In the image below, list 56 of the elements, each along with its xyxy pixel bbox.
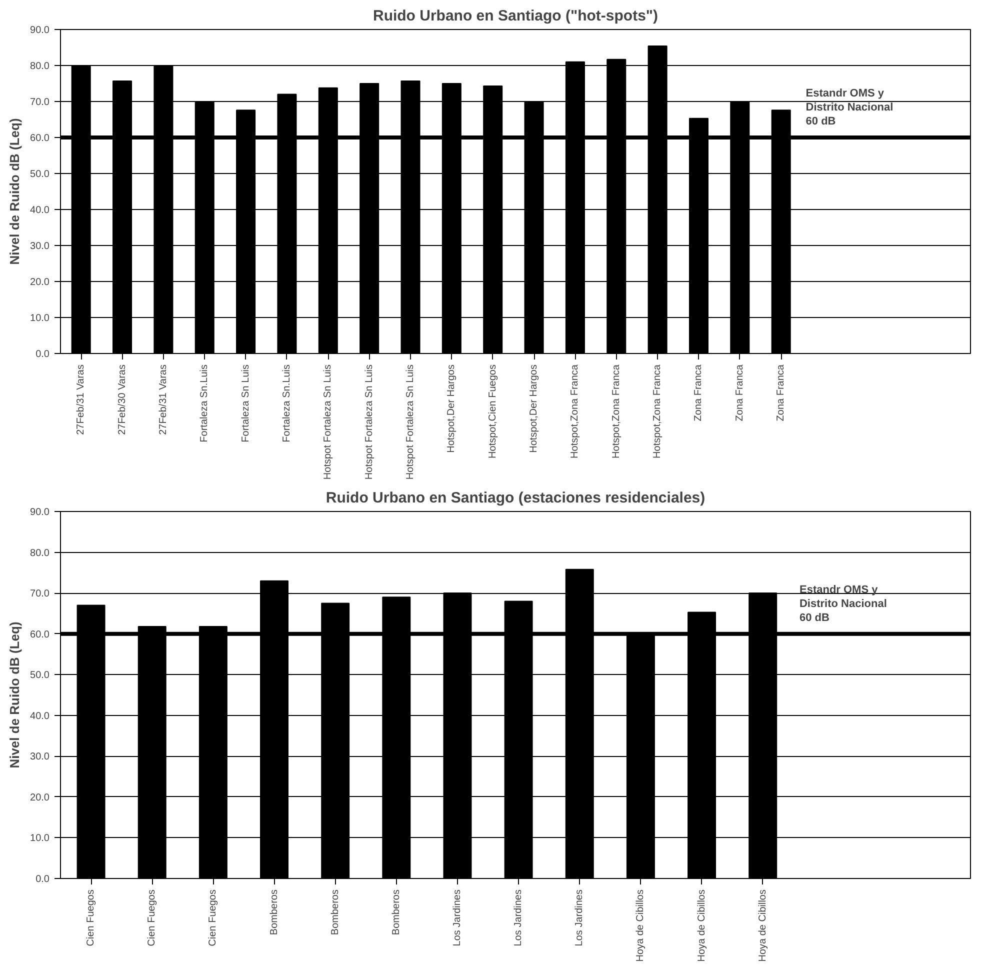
x-tick-label: Hoya de Cibillos xyxy=(635,889,646,962)
y-axis-title: Nivel de Ruido dB (Leq) xyxy=(7,622,22,768)
x-tick-label: 27Feb/31 Varas xyxy=(158,364,169,435)
y-tick-label: 30.0 xyxy=(30,752,50,763)
x-tick-label: Zona Franca xyxy=(693,364,704,422)
y-tick-label: 40.0 xyxy=(30,205,50,216)
x-tick-label: Hotspot,Zona Franca xyxy=(652,364,664,458)
y-tick-label: 10.0 xyxy=(30,313,50,324)
x-tick-label: Cien Fuegos xyxy=(208,889,219,946)
ref-line-label: Estandr OMS y Distrito Nacional 60 dB xyxy=(806,88,894,128)
y-tick-label: 0.0 xyxy=(36,874,50,885)
y-tick-label: 70.0 xyxy=(30,588,50,600)
y-axis-title: Nivel de Ruido dB (Leq) xyxy=(7,118,22,265)
y-tick-label: 60.0 xyxy=(30,133,50,144)
x-tick-label: Cien Fuegos xyxy=(146,889,158,946)
x-tick-label: Hoya de Cibillos xyxy=(757,889,768,962)
x-tick-label: Hoya de Cibillos xyxy=(696,889,708,962)
x-tick-label: Fortaleza Sn.Luis xyxy=(281,364,292,442)
y-tick-label: 20.0 xyxy=(30,792,50,804)
x-tick-label: Los Jardines xyxy=(513,889,524,946)
x-tick-label: Hotspot,Der Hargos xyxy=(528,364,540,453)
y-tick-label: 0.0 xyxy=(36,349,50,360)
x-tick-label: Hotspot Fortaleza Sn Luis xyxy=(322,364,334,480)
x-tick-label: 27Feb/30 Varas xyxy=(116,364,128,435)
y-tick-label: 50.0 xyxy=(30,670,50,682)
x-tick-label: Hotspot Fortaleza Sn Luis xyxy=(364,364,375,480)
ref-line-label: Estandr OMS y Distrito Nacional 60 dB xyxy=(799,584,887,624)
y-tick-label: 90.0 xyxy=(30,25,50,36)
x-tick-label: Fortaleza Sn Luis xyxy=(240,364,252,442)
y-tick-label: 70.0 xyxy=(30,97,50,108)
x-tick-label: Bomberos xyxy=(268,890,280,936)
chart-title: Ruido Urbano en Santiago (estaciones residenciales) xyxy=(326,490,706,506)
y-tick-label: 30.0 xyxy=(30,241,50,252)
x-tick-label: Hotspot Fortaleza Sn Luis xyxy=(405,364,416,480)
x-tick-label: Fortaleza Sn.Luis xyxy=(199,364,210,442)
x-tick-label: Los Jardines xyxy=(452,889,463,946)
x-tick-label: Los Jardines xyxy=(574,889,586,946)
x-tick-label: Hotspot,Cien Fuegos xyxy=(487,364,498,458)
y-tick-label: 10.0 xyxy=(30,833,50,844)
x-tick-label: Hotspot,Der Hargos xyxy=(446,364,458,453)
y-tick-label: 90.0 xyxy=(30,507,50,518)
x-tick-label: 27Feb/31 Varas xyxy=(76,364,87,435)
x-tick-label: Zona Franca xyxy=(734,364,746,422)
y-tick-label: 20.0 xyxy=(30,277,50,288)
x-tick-label: Zona Franca xyxy=(776,364,787,422)
chart-title: Ruido Urbano en Santiago ("hot-spots") xyxy=(372,8,658,24)
x-tick-label: Cien Fuegos xyxy=(86,889,97,946)
x-tick-label: Hotspot,Zona Franca xyxy=(610,364,622,458)
x-tick-label: Bomberos xyxy=(390,890,402,936)
y-tick-label: 40.0 xyxy=(30,710,50,722)
y-tick-label: 60.0 xyxy=(30,629,50,640)
x-tick-label: Hotspot,Zona Franca xyxy=(570,364,581,458)
x-tick-label: Bomberos xyxy=(330,890,341,936)
y-tick-label: 80.0 xyxy=(30,548,50,559)
y-tick-label: 50.0 xyxy=(30,169,50,180)
y-tick-label: 80.0 xyxy=(30,61,50,72)
